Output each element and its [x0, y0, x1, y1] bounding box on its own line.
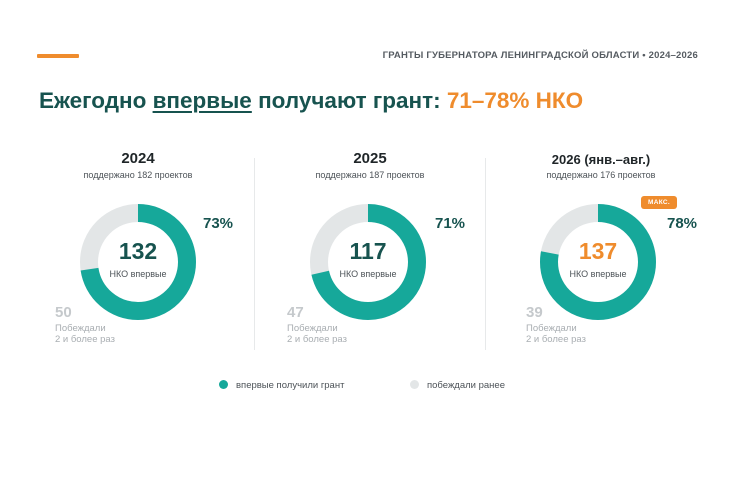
- divider-1: [254, 158, 255, 350]
- title-underlined: впервые: [152, 88, 252, 113]
- legend-label-first: впервые получили грант: [236, 380, 345, 391]
- center-label: НКО впервые: [569, 269, 627, 279]
- donut-first-slice: [80, 204, 196, 320]
- donut-svg: [540, 204, 656, 320]
- center-value: 117: [349, 238, 387, 264]
- chart-panel-2024: 2024 поддержано 182 проектов 132 НКО впе…: [22, 150, 254, 360]
- center-label: НКО впервые: [339, 269, 397, 279]
- repeat-label: Побеждали 2 и более раз: [55, 323, 115, 345]
- repeat-label-line-2: 2 и более раз: [287, 334, 347, 345]
- title-part-2: получают грант:: [251, 88, 447, 113]
- header-caption: ГРАНТЫ ГУБЕРНАТОРА ЛЕНИНГРАДСКОЙ ОБЛАСТИ…: [382, 50, 698, 61]
- center-label: НКО впервые: [109, 269, 167, 279]
- repeat-label-line-2: 2 и более раз: [55, 334, 115, 345]
- legend-item-first: впервые получили грант: [219, 380, 344, 391]
- chart-panel-2026: 2026 (янв.–авг.) поддержано 176 проектов…: [485, 150, 717, 360]
- legend-swatch-repeat: [410, 380, 419, 389]
- repeat-value: 47: [287, 304, 304, 321]
- legend-label-repeat: побеждали ранее: [427, 380, 505, 391]
- legend-item-repeat: побеждали ранее: [410, 380, 505, 391]
- repeat-label-line-2: 2 и более раз: [526, 334, 586, 345]
- donut-svg: [80, 204, 196, 320]
- donut-first-slice: [540, 204, 656, 320]
- max-badge: МАКС.: [641, 196, 677, 209]
- title-part-1: Ежегодно: [39, 88, 153, 113]
- repeat-label-line-1: Побеждали: [55, 323, 106, 334]
- repeat-label: Побеждали 2 и более раз: [526, 323, 586, 345]
- percent-label: 73%: [203, 215, 234, 232]
- panel-year: 2026 (янв.–авг.): [551, 152, 651, 167]
- repeat-label-line-1: Побеждали: [287, 323, 338, 334]
- donut-chart: 117 НКО впервые: [310, 204, 426, 320]
- percent-label: 71%: [435, 215, 466, 232]
- panel-year: 2025: [353, 150, 387, 167]
- repeat-label: Побеждали 2 и более раз: [287, 323, 347, 345]
- donut-first-slice: [310, 204, 426, 320]
- legend-swatch-first: [219, 380, 228, 389]
- page-title: Ежегодно впервые получают грант: 71–78% …: [39, 88, 583, 114]
- divider-2: [485, 158, 486, 350]
- repeat-label-line-1: Побеждали: [526, 323, 577, 334]
- center-value: 137: [578, 238, 618, 264]
- percent-label: 78%: [667, 215, 698, 232]
- donut-chart: 137 НКО впервые: [540, 204, 656, 320]
- panel-supported: поддержано 176 проектов: [546, 170, 656, 180]
- donut-chart: 132 НКО впервые: [80, 204, 196, 320]
- chart-panel-2025: 2025 поддержано 187 проектов 117 НКО впе…: [254, 150, 486, 360]
- panel-year: 2024: [121, 150, 155, 167]
- panel-supported: поддержано 182 проектов: [83, 170, 193, 180]
- center-value: 132: [118, 238, 158, 264]
- title-highlight: 71–78% НКО: [446, 88, 584, 113]
- donut-svg: [310, 204, 426, 320]
- repeat-value: 50: [55, 304, 72, 321]
- panel-supported: поддержано 187 проектов: [315, 170, 425, 180]
- repeat-value: 39: [526, 304, 543, 321]
- accent-bar: [37, 54, 79, 58]
